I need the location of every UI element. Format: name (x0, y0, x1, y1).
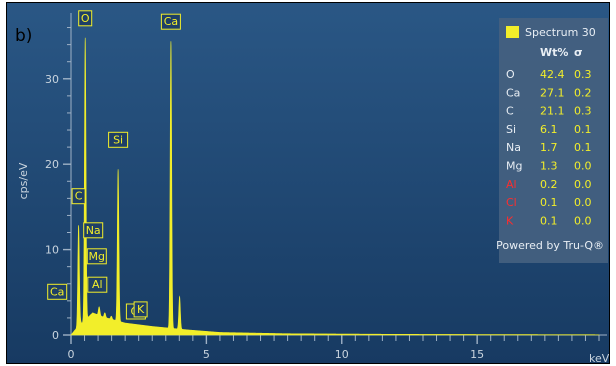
element-symbol: K (506, 214, 514, 227)
wt-percent-value: 21.1 (540, 105, 565, 118)
sigma-value: 0.1 (574, 141, 592, 154)
sigma-value: 0.3 (574, 68, 592, 81)
results-panel-background (499, 18, 608, 263)
element-symbol: Al (506, 178, 517, 191)
peak-label-box (47, 283, 68, 300)
peak-label: C (71, 188, 86, 205)
wt-percent-value: 0.2 (540, 178, 558, 191)
results-rows: O 42.4 0.3 Ca 27.1 0.2 C 21.1 0.3 Si 6.1 0.1 Na 1.7 0.… (506, 68, 592, 227)
peak-label: O (78, 10, 93, 27)
wt-percent-value: 42.4 (540, 68, 565, 81)
peak-label-text: Si (113, 133, 123, 146)
peak-label-box (86, 248, 107, 265)
peak-label: Ca (47, 283, 68, 300)
peak-label: Na (83, 222, 104, 239)
y-tick-label: 30 (45, 73, 59, 86)
peak-labels: OCaCSiNaMgAlCaClK (47, 10, 181, 320)
peak-label: Al (87, 276, 108, 293)
element-symbol: O (506, 68, 515, 81)
x-tick-label: 15 (470, 348, 484, 361)
sigma-value: 0.2 (574, 86, 592, 99)
sigma-header: σ (574, 46, 583, 59)
element-symbol: Mg (506, 160, 522, 173)
wt-percent-value: 1.3 (540, 160, 558, 173)
spectrum-name: Spectrum 30 (525, 26, 596, 39)
spectrum-color-swatch (506, 26, 519, 38)
results-row: O 42.4 0.3 (506, 68, 592, 81)
peak-label: Si (108, 131, 129, 148)
peak-label-box (108, 131, 129, 148)
sigma-value: 0.3 (574, 105, 592, 118)
peak-label-box (78, 10, 93, 27)
x-tick-label: 10 (335, 348, 349, 361)
results-row: Mg 1.3 0.0 (506, 160, 592, 173)
sigma-value: 0.0 (574, 196, 592, 209)
peak-label-text: Mg (89, 250, 105, 263)
peak-label: Mg (86, 248, 107, 265)
peak-label-text: Ca (50, 285, 64, 298)
wt-percent-value: 0.1 (540, 196, 558, 209)
wt-header: Wt% (540, 46, 568, 59)
peak-label-box (87, 276, 108, 293)
y-axis-label: cps/eV (17, 162, 30, 199)
figure-label: b) (15, 26, 32, 46)
element-symbol: C (506, 105, 514, 118)
x-axis-label: keV (589, 352, 610, 364)
results-row: C 21.1 0.3 (506, 105, 592, 118)
element-symbol: Si (506, 123, 516, 136)
results-row: Cl 0.1 0.0 (506, 196, 592, 209)
sigma-value: 0.0 (574, 160, 592, 173)
peak-label-box (133, 301, 148, 318)
spectrum-chart: b) cps/eV keV 0 10 20 30 0 5 10 15 O Ca C Si Na Mg Al… (7, 3, 610, 364)
results-footer: Powered by Tru-Q® (496, 239, 604, 252)
peak-label-box (160, 13, 181, 30)
results-row: Ca 27.1 0.2 (506, 86, 592, 99)
peak-label: K (133, 301, 148, 318)
wt-percent-value: 6.1 (540, 123, 558, 136)
peak-label-box (71, 188, 86, 205)
sigma-value: 0.0 (574, 178, 592, 191)
peak-label-text: Ca (164, 15, 178, 28)
wt-percent-value: 27.1 (540, 86, 565, 99)
peak-label: Ca (160, 13, 181, 30)
spectrum-series (70, 37, 600, 336)
y-tick-label: 20 (45, 158, 59, 171)
peak-label-text: K (137, 303, 145, 316)
sigma-value: 0.1 (574, 123, 592, 136)
sigma-value: 0.0 (574, 214, 592, 227)
peak-label-text: O (81, 12, 90, 25)
results-row: Al 0.2 0.0 (506, 178, 592, 191)
peak-label-text: Al (92, 278, 103, 291)
results-row: Na 1.7 0.1 (506, 141, 592, 154)
x-tick-label: 5 (203, 348, 210, 361)
x-tick-label: 0 (68, 348, 75, 361)
wt-percent-value: 0.1 (540, 214, 558, 227)
element-symbol: Na (506, 141, 521, 154)
y-tick-label: 10 (45, 244, 59, 257)
eds-spectrum-figure: b) cps/eV keV 0 10 20 30 0 5 10 15 O Ca C Si Na Mg Al… (6, 2, 610, 364)
wt-percent-value: 1.7 (540, 141, 558, 154)
peak-label-box (83, 222, 104, 239)
results-row: K 0.1 0.0 (506, 214, 592, 227)
peak-label-text: C (75, 190, 83, 203)
element-symbol: Cl (506, 196, 517, 209)
results-row: Si 6.1 0.1 (506, 123, 592, 136)
peak-label-text: Na (86, 224, 101, 237)
spectrum-area (70, 37, 600, 336)
y-tick-label: 0 (52, 329, 59, 342)
results-panel: Spectrum 30 Wt% σ O 42.4 0.3 Ca 27.1 0.2 C 21.1… (496, 18, 608, 263)
element-symbol: Ca (506, 86, 520, 99)
